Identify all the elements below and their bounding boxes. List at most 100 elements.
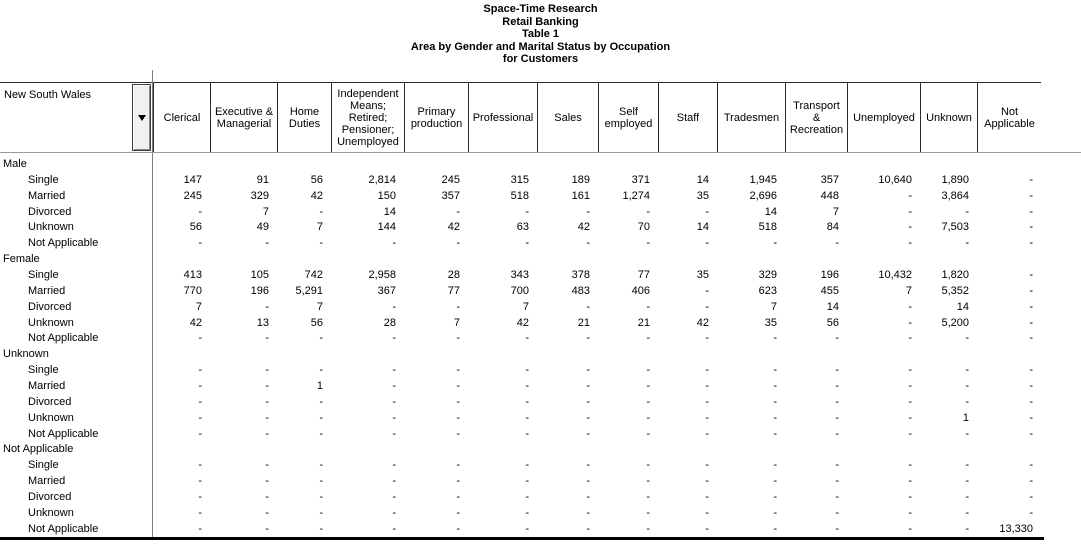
data-cell: - (1029, 379, 1033, 392)
data-cell: - (319, 427, 323, 440)
row-label: Not Applicable (28, 237, 99, 250)
data-cell: - (392, 237, 396, 250)
data-cell: 42 (310, 189, 323, 202)
data-cell: - (705, 237, 709, 250)
data-cell: - (705, 475, 709, 488)
data-cell: 14 (696, 173, 709, 186)
title-line-4: Area by Gender and Marital Status by Occ… (410, 40, 671, 53)
data-cell: 329 (758, 268, 777, 281)
data-cell: - (319, 506, 323, 519)
data-cell: - (705, 411, 709, 424)
data-cell: - (908, 459, 912, 472)
data-cell: - (525, 427, 529, 440)
data-cell: 378 (571, 268, 590, 281)
data-cell: - (456, 427, 460, 440)
data-cell: 56 (310, 173, 323, 186)
data-cell: - (392, 395, 396, 408)
table-row: Unknown 42 13 56 28 7 42 21 21 42 35 56 - 5,200 - (0, 315, 1041, 331)
data-cell: 2,696 (749, 189, 777, 202)
data-cell: 13,330 (999, 522, 1033, 535)
data-cell: - (908, 300, 912, 313)
data-cell: - (319, 490, 323, 503)
data-cell: - (586, 364, 590, 377)
data-cell: 245 (183, 189, 202, 202)
data-cell: - (1029, 205, 1033, 218)
data-cell: - (1029, 189, 1033, 202)
table-row: Single 147 91 56 2,814 245 315 189 371 14 1,945 357… (0, 172, 1041, 188)
table-row: Single - - - - - - - - - - - - - - (0, 457, 1041, 473)
data-cell: 406 (631, 284, 650, 297)
data-cell: 343 (510, 268, 529, 281)
data-cell: 42 (447, 221, 460, 234)
data-cell: - (1029, 427, 1033, 440)
data-cell: - (835, 364, 839, 377)
table-group-row: Female (0, 251, 1041, 267)
title-line-2: Retail Banking (502, 15, 579, 28)
data-cell: 518 (510, 189, 529, 202)
row-group-label: Unknown (3, 348, 49, 361)
data-cell: 13 (256, 316, 269, 329)
column-header: Professional (468, 83, 537, 153)
data-cell: - (705, 300, 709, 313)
data-cell: - (392, 522, 396, 535)
data-cell: - (265, 395, 269, 408)
table-row: Married - - - - - - - - - - - - - - (0, 473, 1041, 489)
data-cell: - (198, 364, 202, 377)
data-cell: - (525, 522, 529, 535)
data-cell: - (392, 300, 396, 313)
data-cell: - (456, 490, 460, 503)
data-cell: 1,945 (749, 173, 777, 186)
data-cell: - (965, 205, 969, 218)
data-cell: 70 (637, 221, 650, 234)
data-cell: 371 (631, 173, 650, 186)
data-cell: - (646, 506, 650, 519)
table-row: Not Applicable - - - - - - - - - - - - - - (0, 235, 1041, 251)
data-cell: - (646, 475, 650, 488)
data-cell: - (835, 332, 839, 345)
table-row: Divorced 7 - 7 - - 7 - - - 7 14 - 14 - (0, 299, 1041, 315)
data-cell: - (835, 379, 839, 392)
data-cell: 1,274 (622, 189, 650, 202)
data-cell: - (773, 522, 777, 535)
row-label: Married (28, 189, 66, 202)
data-cell: 84 (826, 221, 839, 234)
data-cell: - (835, 490, 839, 503)
data-cell: - (586, 379, 590, 392)
data-cell: 1 (316, 379, 323, 392)
data-cell: - (456, 332, 460, 345)
column-header: Executive & Managerial (210, 83, 277, 153)
data-cell: - (1029, 332, 1033, 345)
data-cell: - (319, 364, 323, 377)
column-header: Sales (537, 83, 598, 153)
data-cell: - (773, 379, 777, 392)
chevron-down-icon (137, 114, 146, 121)
data-cell: 105 (250, 268, 269, 281)
data-cell: - (965, 237, 969, 250)
data-cell: - (773, 475, 777, 488)
data-cell: - (835, 427, 839, 440)
data-cell: - (198, 522, 202, 535)
area-dropdown-button[interactable] (132, 84, 151, 151)
data-cell: 448 (820, 189, 839, 202)
area-selector[interactable]: New South Wales (0, 83, 153, 152)
data-cell: - (773, 411, 777, 424)
data-cell: - (456, 395, 460, 408)
data-cell: - (525, 459, 529, 472)
data-cell: 10,432 (878, 268, 912, 281)
data-cell: 14 (956, 300, 969, 313)
data-cell: - (646, 364, 650, 377)
data-cell: 21 (577, 316, 590, 329)
data-cell: - (908, 395, 912, 408)
data-cell: - (705, 284, 709, 297)
data-cell: 455 (820, 284, 839, 297)
data-cell: - (773, 237, 777, 250)
data-cell: 10,640 (878, 173, 912, 186)
data-cell: 56 (189, 221, 202, 234)
data-cell: - (586, 205, 590, 218)
data-cell: - (965, 459, 969, 472)
data-cell: - (265, 506, 269, 519)
data-cell: - (319, 332, 323, 345)
data-cell: - (586, 427, 590, 440)
row-label: Unknown (28, 316, 74, 329)
